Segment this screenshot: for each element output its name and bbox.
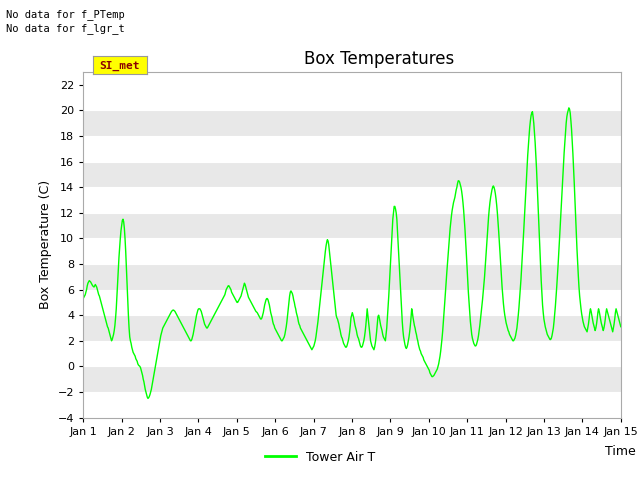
Bar [83, 264, 621, 289]
Bar [83, 341, 621, 366]
X-axis label: Time: Time [605, 445, 636, 458]
Bar [83, 366, 621, 392]
Bar [83, 110, 621, 136]
Bar [83, 213, 621, 239]
Text: No data for f_PTemp: No data for f_PTemp [6, 9, 125, 20]
Bar [83, 136, 621, 162]
Bar [83, 239, 621, 264]
Title: Box Temperatures: Box Temperatures [304, 49, 454, 68]
Bar [83, 289, 621, 315]
Y-axis label: Box Temperature (C): Box Temperature (C) [39, 180, 52, 310]
Bar [83, 315, 621, 341]
Bar [83, 187, 621, 213]
Legend: Tower Air T: Tower Air T [260, 446, 380, 469]
Text: No data for f_lgr_t: No data for f_lgr_t [6, 23, 125, 34]
Text: SI_met: SI_met [100, 61, 140, 72]
Bar [83, 162, 621, 187]
Bar [83, 85, 621, 110]
Bar [83, 392, 621, 418]
